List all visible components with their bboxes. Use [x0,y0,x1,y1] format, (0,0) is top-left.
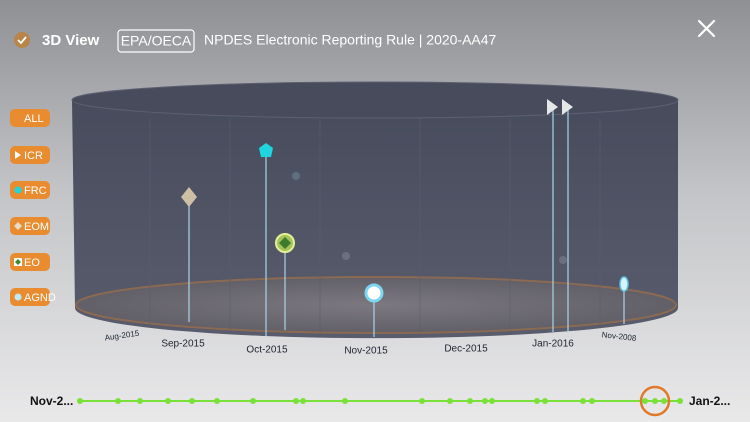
timeline-selection[interactable] [639,385,671,417]
filter-icon [14,186,22,194]
cylinder-floor [75,276,677,334]
icr-marker[interactable] [562,99,573,115]
cylinder [71,81,679,339]
filter-button-bg [10,288,50,306]
filter-button[interactable]: FRC [10,181,50,199]
check-icon[interactable] [14,32,30,48]
filter-icon [14,222,22,230]
timeline-dot[interactable] [642,398,648,404]
timeline-dot[interactable] [467,398,473,404]
axis-label: Sep-2015 [161,339,205,350]
filter-button-bg [10,217,50,235]
timeline-end: Jan-2... [689,394,730,408]
filter-button-bg [10,146,50,164]
timeline-start: Nov-2... [30,394,73,408]
faint-marker [342,252,350,260]
cylinder-body [72,82,678,339]
rule-title: NPDES Electronic Reporting Rule | 2020-A… [204,32,497,48]
filter-button[interactable]: EO [10,253,50,271]
timeline-dot[interactable] [447,398,453,404]
cylinder-top [71,81,679,119]
timeline-dot[interactable] [589,398,595,404]
timeline-dot[interactable] [652,398,658,404]
filter-button[interactable]: EOM [10,217,50,235]
agnd-marker[interactable] [364,283,384,303]
timeline-dot[interactable] [77,398,83,404]
timeline: Nov-2... Jan-2... [30,385,730,417]
timeline-dot[interactable] [293,398,299,404]
filter-button[interactable]: AGND [10,288,56,306]
axis-label: Oct-2015 [246,345,288,356]
check-mark [17,36,27,45]
filter-label: ALL [24,113,44,125]
filter-label: FRC [24,185,47,197]
faint-marker [292,172,300,180]
timeline-dot[interactable] [165,398,171,404]
cylinder-grid [149,118,601,333]
filter-label: EO [24,257,40,269]
timeline-dot[interactable] [677,398,683,404]
agency: EPA/OECA [121,33,192,49]
timeline-dot[interactable] [489,398,495,404]
timeline-dot[interactable] [189,398,195,404]
filter-icon [15,259,21,265]
agency-box [117,29,195,53]
eom-marker[interactable] [181,187,197,207]
filter-icon [14,293,22,301]
faint-marker [559,256,567,264]
axis-label: Dec-2015 [444,344,488,355]
timeline-dot[interactable] [482,398,488,404]
timeline-dot[interactable] [214,398,220,404]
filter-icon [15,151,21,159]
close-button[interactable] [697,19,716,38]
axis-label: Jan-2016 [532,339,574,350]
timeline-dot[interactable] [661,398,667,404]
filter-button-bg [10,109,50,127]
timeline-dot[interactable] [534,398,540,404]
icr-marker[interactable] [547,99,558,115]
filter-label: ICR [24,150,43,162]
axis-labels: Aug-2015 Sep-2015 Oct-2015 Nov-2015 Dec-… [104,329,637,357]
filter-label: AGND [24,292,56,304]
frc-marker[interactable] [619,276,629,292]
timeline-dot[interactable] [250,398,256,404]
header: 3D View EPA/OECA NPDES Electronic Report… [14,19,716,53]
timeline-dot[interactable] [342,398,348,404]
timeline-dot[interactable] [580,398,586,404]
frc-marker[interactable] [259,143,273,157]
axis-label: Nov-2015 [344,346,388,357]
filter-button[interactable]: ICR [10,146,50,164]
timeline-dot[interactable] [419,398,425,404]
timeline-dot[interactable] [542,398,548,404]
filter-label: EOM [24,221,49,233]
timeline-dot[interactable] [300,398,306,404]
filter-button[interactable]: ALL [10,109,50,127]
eo-marker-icon [279,237,291,249]
timeline-dot[interactable] [137,398,143,404]
axis-label: Nov-2008 [601,330,637,343]
filter-panel: ALL ICR FRC EOM EO AGND [10,109,56,306]
view-title: 3D View [42,32,100,49]
filter-button-bg [10,181,50,199]
filter-button-bg [10,253,50,271]
timeline-dot[interactable] [115,398,121,404]
